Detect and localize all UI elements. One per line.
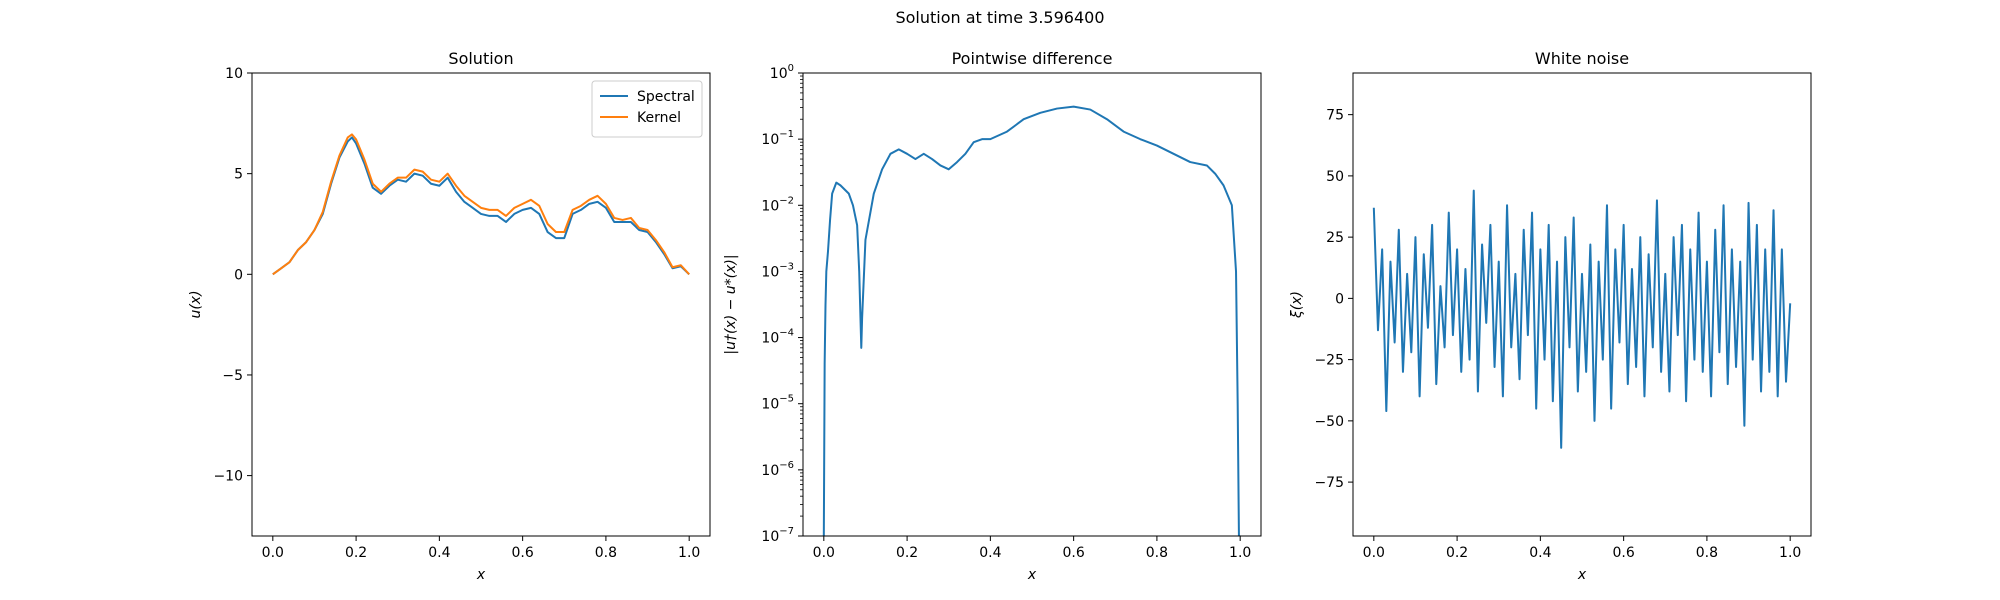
y-tick-label: 10−2: [761, 195, 794, 214]
y-axis-label: |u†(x) − u*(x)|: [723, 254, 739, 354]
legend-label: Spectral: [637, 89, 695, 105]
x-tick-label: 0.2: [345, 545, 367, 561]
y-tick-label: 0: [1335, 291, 1344, 307]
axes-frame: [802, 72, 1262, 537]
y-tick-label: 0: [234, 267, 243, 283]
x-tick-label: 0.4: [1529, 545, 1551, 561]
x-tick-label: 0.8: [1146, 545, 1168, 561]
y-tick-label: −25: [1314, 353, 1344, 369]
x-tick-label: 0.0: [1363, 545, 1385, 561]
y-tick-label: 75: [1326, 108, 1344, 124]
x-tick-label: 0.0: [262, 545, 284, 561]
y-tick-label: 10−5: [761, 394, 794, 413]
series-line-1: [1372, 189, 1792, 449]
y-tick-label: 10−4: [761, 328, 794, 347]
x-tick-label: 0.4: [979, 545, 1001, 561]
y-tick-label: 10−1: [761, 129, 794, 148]
y-tick-label: 10: [225, 66, 243, 82]
chart-panel-2: Pointwise difference 0.0 0.2 0.4 0.6 0.8 1.0 10…: [723, 49, 1262, 583]
x-axis-label: x: [476, 567, 486, 583]
x-tick-label: 0.0: [813, 545, 835, 561]
x-tick-label: 1.0: [678, 545, 700, 561]
series-line-spectral: [272, 136, 690, 276]
chart-panel-1: Solution 0.0 0.2 0.4 0.6 0.8 1.0 −10 −5 0 5 10 x u(x)…: [188, 49, 711, 583]
x-axis-label: x: [1027, 567, 1037, 583]
y-tick-label: 25: [1326, 230, 1344, 246]
chart-panel-3: White noise 0.0 0.2 0.4 0.6 0.8 1.0 −75 −50 −25 0 2…: [1289, 49, 1812, 583]
x-tick-label: 0.4: [428, 545, 450, 561]
chart-title: Solution: [448, 49, 513, 68]
y-tick-label: 10−7: [761, 526, 794, 545]
y-tick-label: −75: [1314, 475, 1344, 491]
y-tick-label: −50: [1314, 414, 1344, 430]
x-tick-label: 0.2: [896, 545, 918, 561]
legend: Spectral Kernel: [591, 80, 703, 138]
y-tick-label: 50: [1326, 169, 1344, 185]
x-tick-label: 0.8: [1696, 545, 1718, 561]
y-tick-label: −10: [213, 469, 243, 485]
x-tick-label: 0.2: [1446, 545, 1468, 561]
y-tick-label: 100: [770, 63, 794, 82]
x-axis-label: x: [1577, 567, 1587, 583]
axes-frame: [1352, 72, 1812, 537]
y-tick-label: 10−3: [761, 261, 794, 280]
y-axis-label: u(x): [188, 290, 204, 318]
x-tick-label: 0.6: [1063, 545, 1085, 561]
x-tick-label: 1.0: [1779, 545, 1801, 561]
x-tick-label: 0.6: [1613, 545, 1635, 561]
x-tick-label: 0.8: [595, 545, 617, 561]
series-line-1: [822, 105, 1241, 536]
figure-title: Solution at time 3.596400: [895, 8, 1105, 27]
legend-label: Kernel: [637, 110, 681, 126]
chart-title: White noise: [1535, 49, 1629, 68]
series-line-kernel: [272, 133, 690, 276]
y-axis-label: ξ(x): [1289, 291, 1305, 319]
x-tick-label: 1.0: [1229, 545, 1251, 561]
chart-title: Pointwise difference: [952, 49, 1113, 68]
y-tick-label: −5: [222, 368, 243, 384]
y-tick-label: 5: [234, 167, 243, 183]
y-tick-label: 10−6: [761, 460, 794, 479]
axes-frame: [251, 72, 711, 537]
x-tick-label: 0.6: [512, 545, 534, 561]
